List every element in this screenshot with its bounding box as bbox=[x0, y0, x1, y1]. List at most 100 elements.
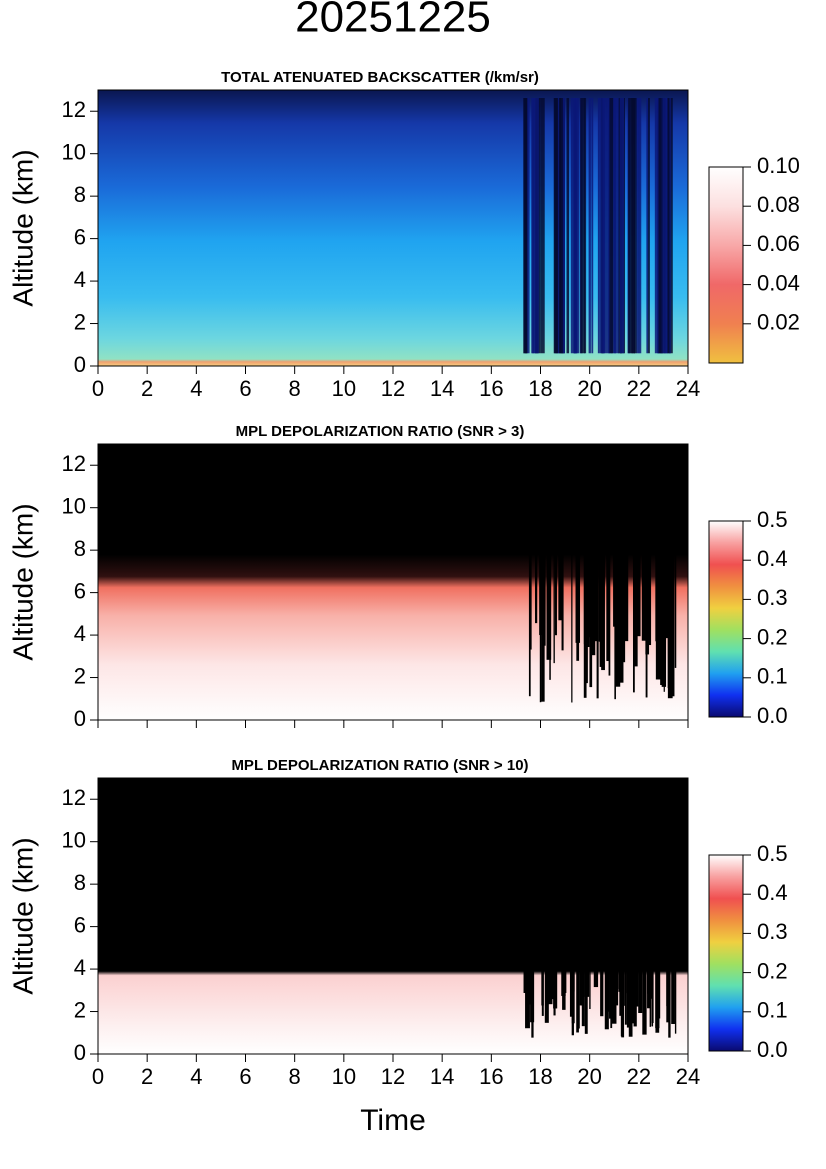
heatmap-streak bbox=[661, 444, 667, 687]
heatmap-streak bbox=[523, 98, 528, 354]
y-tick-label: 0 bbox=[74, 1040, 86, 1065]
colorbar-tick-label: 0.2 bbox=[757, 958, 788, 983]
x-tick-label: 16 bbox=[479, 376, 503, 401]
heatmap-streak bbox=[610, 778, 613, 1029]
panel-title: TOTAL ATENUATED BACKSCATTER (/km/sr) bbox=[221, 69, 539, 86]
y-tick-label: 6 bbox=[74, 224, 86, 249]
y-tick-label: 6 bbox=[74, 578, 86, 603]
heatmap-streak bbox=[559, 98, 563, 354]
heatmap-streak bbox=[622, 778, 625, 1006]
x-tick-label: 20 bbox=[577, 376, 601, 401]
heatmap-streak bbox=[575, 98, 580, 354]
heatmap-streak bbox=[576, 778, 579, 1033]
colorbar-tick-label: 0.08 bbox=[757, 192, 800, 217]
y-axis-label: Altitude (km) bbox=[7, 837, 38, 994]
heatmap-streak bbox=[575, 444, 581, 643]
x-tick-label: 4 bbox=[190, 1064, 202, 1089]
heatmap-streak bbox=[674, 778, 677, 1034]
y-tick-label: 10 bbox=[62, 494, 86, 519]
y-tick-label: 4 bbox=[74, 955, 86, 980]
heatmap-streak bbox=[647, 444, 651, 640]
heatmap-streak bbox=[589, 778, 591, 1010]
colorbar-tick-label: 0.5 bbox=[757, 507, 788, 532]
x-tick-label: 16 bbox=[479, 1064, 503, 1089]
heatmap-streak bbox=[554, 98, 559, 354]
heatmap-streak bbox=[624, 778, 627, 1025]
heatmap-streak bbox=[583, 98, 587, 354]
heatmap-streak bbox=[657, 98, 659, 354]
y-tick-label: 0 bbox=[74, 352, 86, 377]
heatmap-streak bbox=[655, 778, 660, 1033]
heatmap-streak bbox=[634, 444, 638, 667]
heatmap-streak bbox=[542, 444, 546, 643]
heatmap-streak bbox=[614, 98, 619, 354]
heatmap-streak bbox=[608, 444, 611, 676]
x-tick-label: 6 bbox=[239, 376, 251, 401]
colorbar bbox=[708, 854, 744, 1052]
heatmap-streak bbox=[549, 444, 551, 680]
y-tick-label: 8 bbox=[74, 536, 86, 561]
heatmap-streak bbox=[581, 778, 585, 1027]
heatmap-streak bbox=[548, 778, 553, 1005]
heatmap-streak bbox=[541, 444, 544, 697]
y-tick-label: 12 bbox=[62, 451, 86, 476]
heatmap-streak bbox=[642, 778, 647, 1035]
heatmap-streak bbox=[647, 778, 651, 1009]
heatmap-streak bbox=[674, 444, 677, 668]
heatmap-streak bbox=[526, 778, 532, 1005]
heatmap-streak bbox=[645, 444, 648, 698]
heatmap-streak bbox=[541, 778, 544, 1016]
x-tick-label: 10 bbox=[332, 1064, 356, 1089]
heatmap-streak bbox=[611, 778, 617, 1024]
heatmap-streak bbox=[528, 444, 531, 697]
x-tick-label: 6 bbox=[239, 1064, 251, 1089]
heatmap-streak bbox=[540, 98, 545, 354]
heatmap-streak bbox=[583, 444, 586, 645]
heatmap-streak bbox=[672, 778, 675, 1000]
heatmap-streak bbox=[628, 98, 633, 354]
y-tick-label: 4 bbox=[74, 621, 86, 646]
colorbar-tick-label: 0.06 bbox=[757, 231, 800, 256]
heatmap-streak bbox=[588, 98, 591, 354]
heatmap-streak bbox=[609, 98, 614, 354]
heatmap-streak bbox=[585, 444, 590, 647]
colorbar-tick-label: 0.3 bbox=[757, 919, 788, 944]
heatmap-streak bbox=[594, 444, 599, 642]
heatmap-streak bbox=[558, 444, 563, 621]
y-axis-label: Altitude (km) bbox=[7, 503, 38, 660]
heatmap-streak bbox=[632, 444, 635, 693]
heatmap-streak bbox=[580, 98, 585, 354]
x-axis-label: Time bbox=[360, 1104, 426, 1137]
heatmap-streak bbox=[584, 778, 588, 1034]
heatmap-streak bbox=[571, 444, 573, 703]
heatmap-streak bbox=[562, 778, 566, 1010]
x-tick-label: 18 bbox=[528, 1064, 552, 1089]
heatmap-field bbox=[98, 778, 688, 1054]
y-tick-label: 10 bbox=[62, 828, 86, 853]
heatmap-streak bbox=[591, 98, 594, 354]
heatmap-streak bbox=[579, 778, 583, 1006]
heatmap-streak bbox=[638, 778, 643, 1014]
colorbar-tick-label: 0.1 bbox=[757, 998, 788, 1023]
colorbar bbox=[708, 520, 744, 718]
y-tick-label: 8 bbox=[74, 870, 86, 895]
x-tick-label: 24 bbox=[676, 376, 700, 401]
heatmap-streak bbox=[635, 778, 639, 1007]
heatmap-streak bbox=[664, 444, 669, 639]
colorbar-tick-label: 0.10 bbox=[757, 153, 800, 178]
heatmap-streak bbox=[534, 98, 539, 354]
y-tick-label: 8 bbox=[74, 182, 86, 207]
heatmap-streak bbox=[553, 778, 556, 1016]
x-tick-label: 22 bbox=[627, 1064, 651, 1089]
heatmap-streak bbox=[604, 778, 609, 1030]
heatmap-streak bbox=[590, 444, 596, 656]
heatmap-streak bbox=[647, 98, 650, 354]
heatmap-streak bbox=[589, 444, 593, 688]
heatmap-streak bbox=[641, 444, 646, 641]
heatmap-streak bbox=[613, 98, 616, 354]
heatmap-streak bbox=[600, 778, 604, 1017]
colorbar-tick-label: 0.2 bbox=[757, 624, 788, 649]
heatmap-streak bbox=[633, 98, 637, 354]
heatmap-streak bbox=[557, 98, 560, 354]
